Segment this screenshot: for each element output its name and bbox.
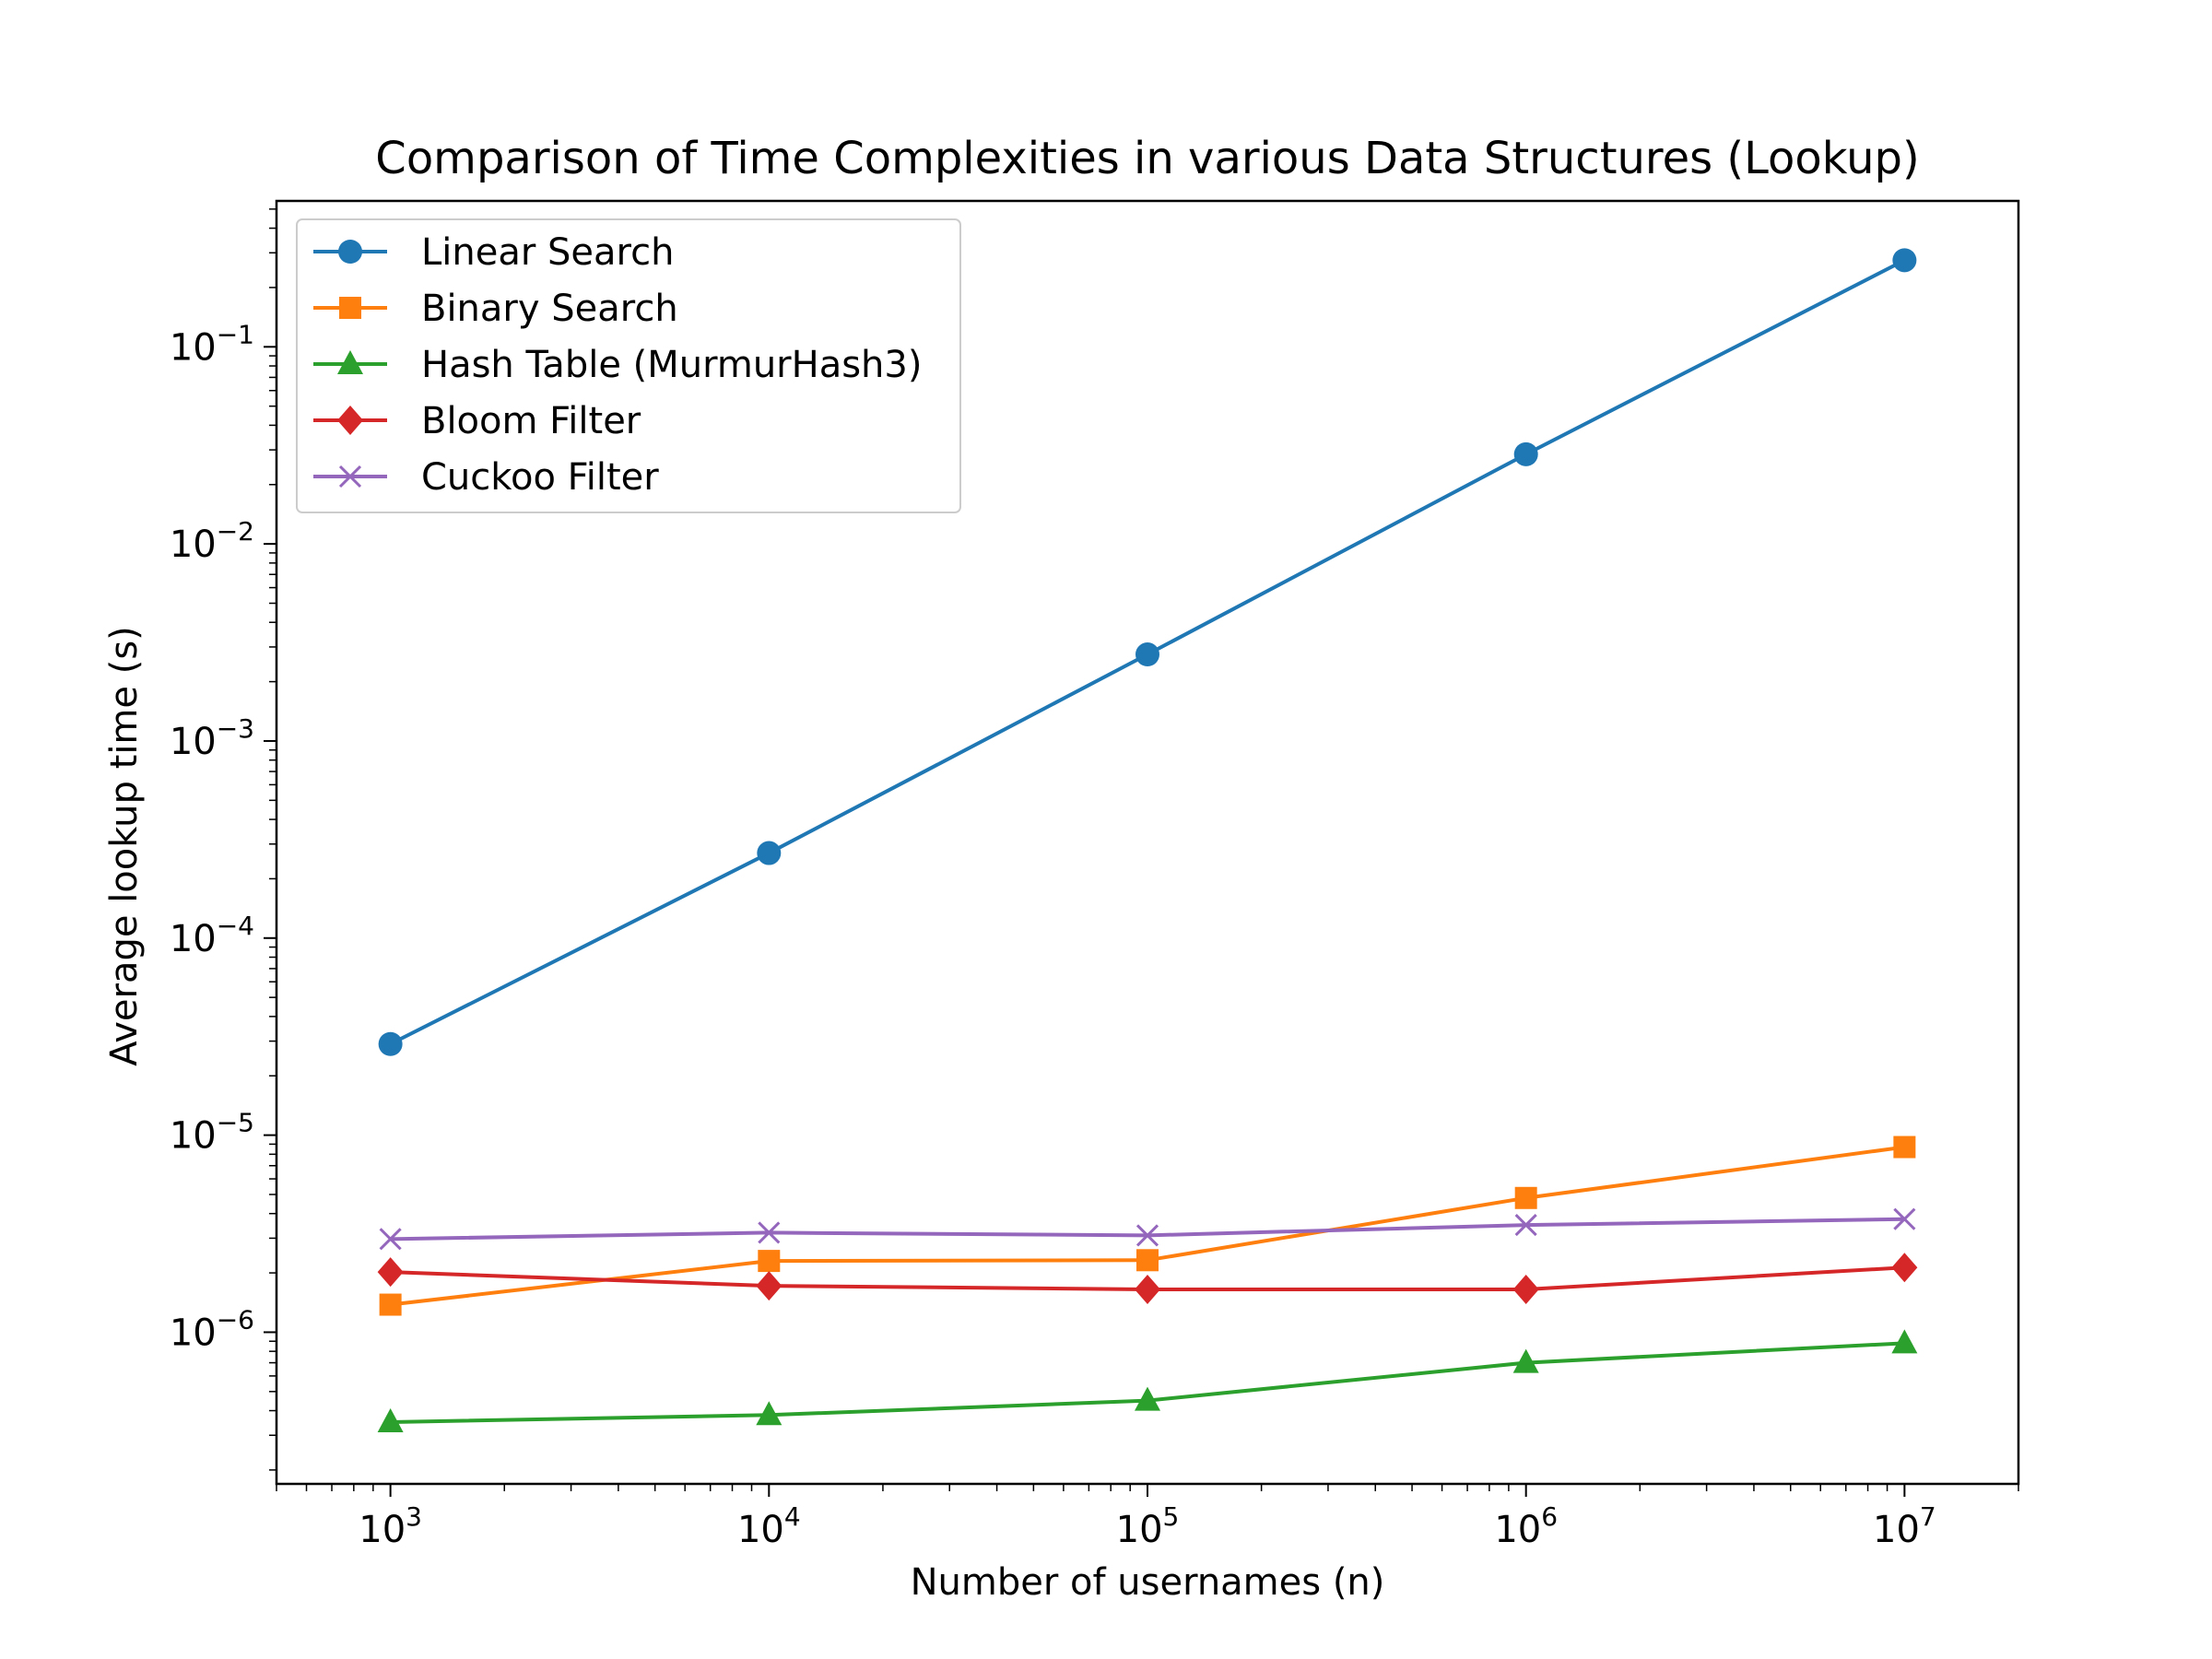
data-point xyxy=(758,1250,781,1273)
data-point xyxy=(378,1031,403,1056)
series-bloom-filter xyxy=(377,1253,1918,1304)
data-point xyxy=(1135,1386,1160,1411)
y-tick-label-base: 10 xyxy=(170,721,217,763)
series-linear-search xyxy=(378,248,1917,1056)
data-point xyxy=(377,1257,404,1288)
y-tick-label-base: 10 xyxy=(170,524,217,566)
x-axis-label: Number of usernames (n) xyxy=(911,1561,1385,1604)
data-point xyxy=(1892,248,1917,273)
legend-label: Hash Table (MurmurHash3) xyxy=(421,344,922,386)
y-axis-label: Average lookup time (s) xyxy=(103,626,146,1066)
legend-entry: Linear Search xyxy=(313,231,674,274)
chart-title: Comparison of Time Complexities in vario… xyxy=(375,133,1919,184)
x-tick-label: 104 xyxy=(737,1501,801,1551)
y-tick-label-exponent: −5 xyxy=(217,1108,254,1138)
x-tick-label-exponent: 4 xyxy=(784,1501,801,1532)
x-tick-label-base: 10 xyxy=(1494,1509,1541,1551)
data-point xyxy=(758,1221,781,1244)
x-tick-label-exponent: 6 xyxy=(1541,1501,1558,1532)
y-tick-label: 10−5 xyxy=(170,1108,254,1158)
legend-entry: Hash Table (MurmurHash3) xyxy=(313,344,922,386)
x-tick-label: 103 xyxy=(359,1501,422,1551)
y-tick-label: 10−4 xyxy=(170,911,254,960)
data-point xyxy=(1891,1253,1918,1283)
x-tick-label-exponent: 7 xyxy=(1920,1501,1936,1532)
legend-marker xyxy=(338,240,362,264)
x-tick-label: 107 xyxy=(1873,1501,1936,1551)
plot-series xyxy=(377,248,1918,1432)
legend-label: Linear Search xyxy=(421,231,674,274)
data-point xyxy=(1513,441,1538,466)
x-tick-label-exponent: 5 xyxy=(1163,1501,1180,1532)
y-tick-label-exponent: −1 xyxy=(217,319,254,349)
data-point xyxy=(1512,1348,1539,1373)
data-point xyxy=(379,1293,402,1316)
data-point xyxy=(1893,1207,1916,1230)
legend-marker xyxy=(337,406,363,435)
series-binary-search xyxy=(379,1135,1916,1316)
y-tick-label-exponent: −3 xyxy=(217,713,254,744)
y-tick-label: 10−2 xyxy=(170,516,254,566)
data-point xyxy=(1514,1214,1537,1237)
x-tick-label-exponent: 3 xyxy=(406,1501,422,1532)
x-tick-label-base: 10 xyxy=(737,1509,784,1551)
y-tick-label-exponent: −4 xyxy=(217,911,254,941)
data-point xyxy=(1135,642,1159,667)
plot-frame xyxy=(275,199,2020,1486)
x-tick-label: 106 xyxy=(1494,1501,1558,1551)
data-point xyxy=(377,1407,404,1432)
legend-label: Bloom Filter xyxy=(421,400,641,442)
legend-label: Binary Search xyxy=(421,288,678,330)
legend-marker xyxy=(338,465,362,488)
data-point xyxy=(1136,1249,1159,1272)
data-point xyxy=(1891,1329,1918,1354)
x-tick-label: 105 xyxy=(1116,1501,1180,1551)
data-point xyxy=(1135,1274,1160,1304)
series-cuckoo-filter xyxy=(379,1207,1916,1251)
series-hash-table-murmurhash3- xyxy=(377,1329,1918,1432)
legend-label: Cuckoo Filter xyxy=(421,456,659,499)
y-tick-label: 10−6 xyxy=(170,1304,254,1354)
x-tick-label-base: 10 xyxy=(359,1509,406,1551)
legend-entry: Binary Search xyxy=(313,288,678,330)
data-point xyxy=(757,841,782,865)
y-tick-label: 10−3 xyxy=(170,713,254,763)
y-tick-label-exponent: −2 xyxy=(217,516,254,547)
data-point xyxy=(1135,1224,1159,1247)
legend-entry: Cuckoo Filter xyxy=(313,456,659,499)
legend-marker xyxy=(337,350,363,374)
data-point xyxy=(379,1228,402,1251)
legend-box xyxy=(296,218,961,513)
data-point xyxy=(1893,1135,1916,1159)
y-tick-label-base: 10 xyxy=(170,1312,217,1354)
legend-marker xyxy=(339,297,361,319)
legend: Linear Search Binary Search Hash Table (Mu… xyxy=(296,218,961,513)
y-tick-label-base: 10 xyxy=(170,1115,217,1158)
data-point xyxy=(1512,1274,1539,1304)
x-tick-label-base: 10 xyxy=(1116,1509,1163,1551)
x-tick-label-base: 10 xyxy=(1873,1509,1920,1551)
y-tick-label: 10−1 xyxy=(170,319,254,369)
y-tick-label-exponent: −6 xyxy=(217,1304,254,1335)
data-point xyxy=(1514,1186,1537,1209)
legend-entry: Bloom Filter xyxy=(313,400,641,442)
y-tick-label-base: 10 xyxy=(170,918,217,960)
y-tick-label-base: 10 xyxy=(170,326,217,369)
data-point xyxy=(756,1271,782,1301)
data-point xyxy=(756,1401,782,1426)
